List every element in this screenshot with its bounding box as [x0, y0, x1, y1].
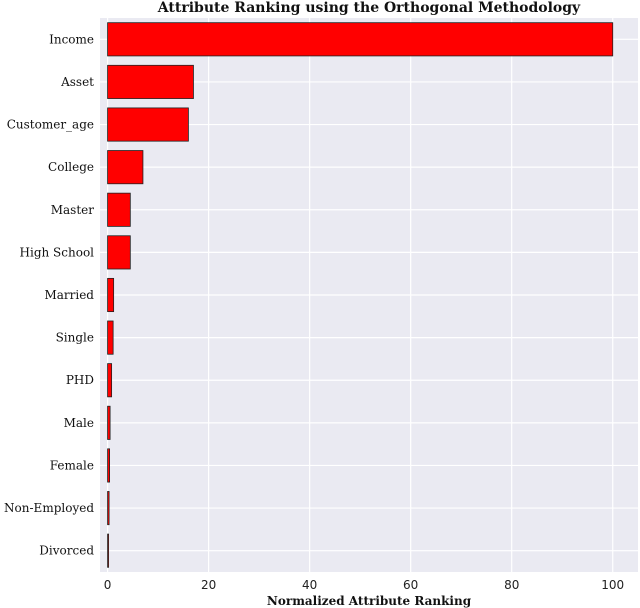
bar-asset — [107, 64, 194, 99]
category-label: Single — [56, 331, 94, 345]
bar-master — [107, 192, 131, 227]
category-label: Non-Employed — [4, 501, 94, 515]
category-label: Customer_age — [7, 118, 94, 132]
category-label: College — [48, 160, 94, 174]
x-tick-label: 20 — [201, 578, 216, 592]
bar-high-school — [107, 235, 131, 270]
x-tick-label: 80 — [504, 578, 519, 592]
bar-male — [107, 405, 111, 440]
category-label: Married — [44, 288, 94, 302]
bar-non-employed — [107, 491, 110, 526]
category-label: Female — [50, 458, 94, 472]
x-axis-label: Normalized Attribute Ranking — [267, 594, 472, 608]
bar-divorced — [107, 533, 109, 568]
x-tick-label: 0 — [104, 578, 112, 592]
category-label: High School — [20, 245, 95, 259]
bar-female — [107, 448, 110, 483]
x-tick-labels: 0 20 40 60 80 100 — [104, 578, 624, 592]
category-label: PHD — [66, 373, 94, 387]
bar-income — [107, 22, 614, 57]
category-labels: Income Asset Customer_age College Master High… — [4, 32, 94, 557]
category-label: Asset — [60, 75, 94, 89]
bar-single — [107, 320, 114, 355]
category-label: Income — [49, 32, 94, 46]
category-label: Master — [51, 203, 95, 217]
bar-married — [107, 277, 115, 313]
bar-college — [107, 150, 144, 185]
bar-phd — [107, 363, 113, 398]
chart-title: Attribute Ranking using the Orthogonal M… — [157, 0, 581, 16]
x-tick-label: 60 — [403, 578, 418, 592]
x-tick-label: 100 — [601, 578, 624, 592]
category-label: Male — [64, 416, 94, 430]
category-label: Divorced — [39, 544, 94, 558]
bars — [107, 22, 614, 568]
bar-customer-age — [107, 107, 189, 142]
x-tick-label: 40 — [302, 578, 317, 592]
